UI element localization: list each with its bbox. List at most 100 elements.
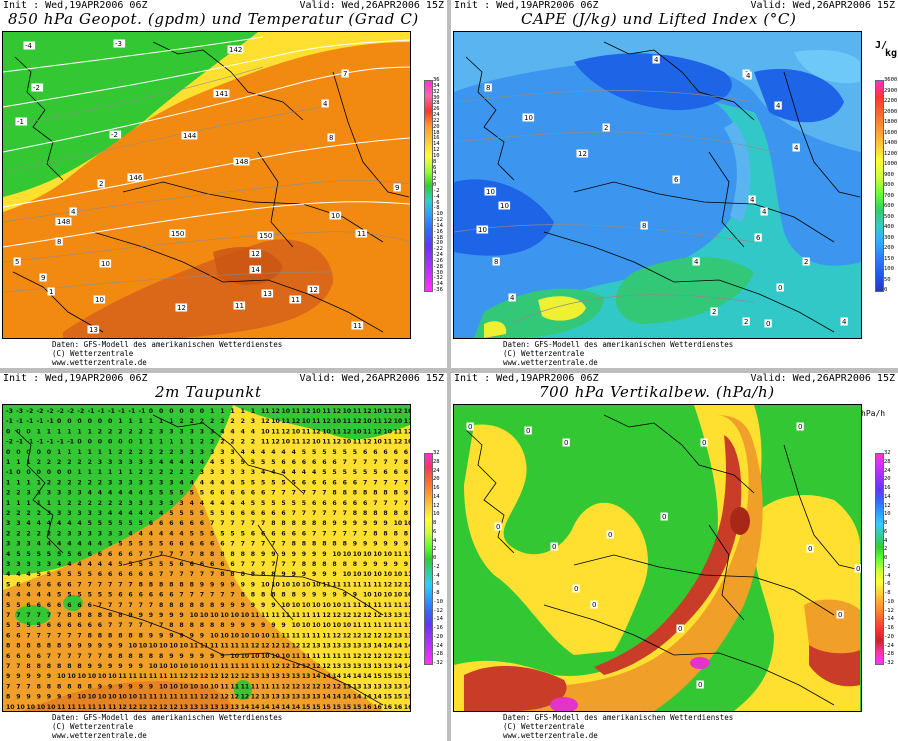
dewpoint-value: 10 (394, 592, 403, 599)
dewpoint-value: 12 (302, 439, 311, 446)
dewpoint-value: 12 (200, 673, 209, 680)
dewpoint-value: 2 (159, 449, 163, 456)
dewpoint-value: 15 (332, 704, 341, 711)
dewpoint-value: 5 (6, 581, 10, 588)
dewpoint-value: 1 (16, 500, 20, 507)
dewpoint-value: 6 (67, 622, 71, 629)
dewpoint-value: 9 (118, 663, 122, 670)
dewpoint-value: 3 (108, 479, 112, 486)
dewpoint-value: -1 (108, 408, 115, 415)
dewpoint-value: 11 (312, 612, 321, 619)
dewpoint-value: 10 (149, 663, 158, 670)
contour-label-bg (93, 295, 106, 304)
dewpoint-value: 4 (6, 571, 11, 578)
dewpoint-value: 11 (353, 622, 362, 629)
dewpoint-value: 8 (159, 581, 163, 588)
dewpoint-value: 1 (159, 439, 163, 446)
dewpoint-value: 9 (169, 612, 173, 619)
dewpoint-value: 0 (26, 469, 31, 476)
contour-label-bg (550, 542, 558, 551)
dewpoint-value: 11 (353, 602, 362, 609)
scale-label: 600 (884, 203, 894, 209)
dewpoint-value: 3 (6, 561, 10, 568)
dewpoint-value: 2 (149, 428, 153, 435)
dewpoint-value: 1 (6, 459, 10, 466)
dewpoint-value: 12 (394, 653, 403, 660)
contour-label-bg (213, 89, 230, 98)
dewpoint-value: 9 (230, 622, 234, 629)
dewpoint-value: 10 (37, 704, 46, 711)
dewpoint-value: 10 (57, 673, 66, 680)
scale-label: 10 (433, 152, 440, 159)
dewpoint-value: 6 (383, 449, 387, 456)
dewpoint-value: 6 (139, 571, 143, 578)
dewpoint-value: 13 (271, 694, 280, 701)
dewpoint-value: 10 (281, 408, 290, 415)
dewpoint-value: 3 (200, 469, 204, 476)
dewpoint-value: 9 (179, 653, 183, 660)
scale-label: 34 (433, 82, 440, 89)
dewpoint-value: 9 (190, 632, 194, 639)
dewpoint-value: 3 (220, 469, 224, 476)
dewpoint-value: 11 (220, 683, 229, 690)
dewpoint-value: 6 (98, 551, 102, 558)
dewpoint-value: 10 (88, 673, 97, 680)
dewpoint-value: 3 (37, 561, 41, 568)
dewpoint-value: 5 (139, 520, 143, 527)
dewpoint-value: 5 (200, 510, 204, 517)
dewpoint-value: 1 (67, 449, 71, 456)
dewpoint-value: 4 (302, 469, 307, 476)
dewpoint-value: 3 (16, 541, 20, 548)
scale-label: -24 (433, 642, 443, 649)
dewpoint-value: 4 (67, 561, 72, 568)
dewpoint-value: 1 (139, 418, 143, 425)
dewpoint-value: -1 (47, 439, 54, 446)
dewpoint-value: 12 (332, 408, 341, 415)
dewpoint-value: 7 (281, 561, 285, 568)
dewpoint-value: 6 (88, 602, 92, 609)
dewpoint-value: 6 (37, 581, 41, 588)
panel-title: 700 hPa Vertikalbew. (hPa/h) (539, 383, 775, 401)
dewpoint-value: 2 (230, 418, 234, 425)
dewpoint-value: 12 (118, 704, 127, 711)
dewpoint-value: 5 (220, 510, 224, 517)
dewpoint-value: -1 (37, 439, 44, 446)
dewpoint-value: 12 (383, 418, 392, 425)
dewpoint-value: 11 (271, 428, 280, 435)
contour-label: 4 (842, 318, 847, 326)
dewpoint-value: 1 (6, 479, 10, 486)
dewpoint-value: 5 (47, 551, 51, 558)
valid-time: Valid: Wed,26APR2006 15Z (299, 0, 445, 11)
scale-label: 24 (884, 467, 891, 474)
dewpoint-value: 11 (394, 551, 403, 558)
dewpoint-value: 7 (241, 561, 245, 568)
dewpoint-value: 8 (47, 643, 51, 650)
contour-label: 11 (235, 302, 244, 310)
dewpoint-value: 10 (343, 551, 352, 558)
contour-label-bg (840, 317, 848, 326)
dewpoint-value: 11 (322, 439, 331, 446)
dewpoint-value: 9 (302, 592, 306, 599)
scale-label: -22 (433, 246, 443, 253)
contour-label: 150 (259, 232, 272, 240)
dewpoint-value: 13 (394, 632, 403, 639)
dewpoint-value: 6 (281, 459, 285, 466)
dewpoint-value: 5 (118, 520, 122, 527)
contour-label: 4 (323, 100, 328, 108)
dewpoint-value: 6 (190, 520, 194, 527)
dewpoint-value: 5 (159, 561, 163, 568)
dewpoint-value: 1 (98, 449, 102, 456)
dewpoint-value: 6 (230, 490, 234, 497)
contour-label: 12 (251, 250, 260, 258)
scale-label: 4 (433, 537, 437, 544)
dewpoint-value: 11 (230, 683, 239, 690)
dewpoint-value: 9 (404, 561, 408, 568)
dewpoint-value: 14 (332, 694, 341, 701)
dewpoint-value: 11 (383, 622, 392, 629)
dewpoint-value: 11 (220, 663, 229, 670)
dewpoint-value: 10 (363, 418, 372, 425)
scale-label: 4 (433, 170, 437, 177)
dewpoint-value: 7 (57, 653, 61, 660)
contour-label: 1 (49, 288, 53, 296)
dewpoint-value: 14 (363, 673, 372, 680)
